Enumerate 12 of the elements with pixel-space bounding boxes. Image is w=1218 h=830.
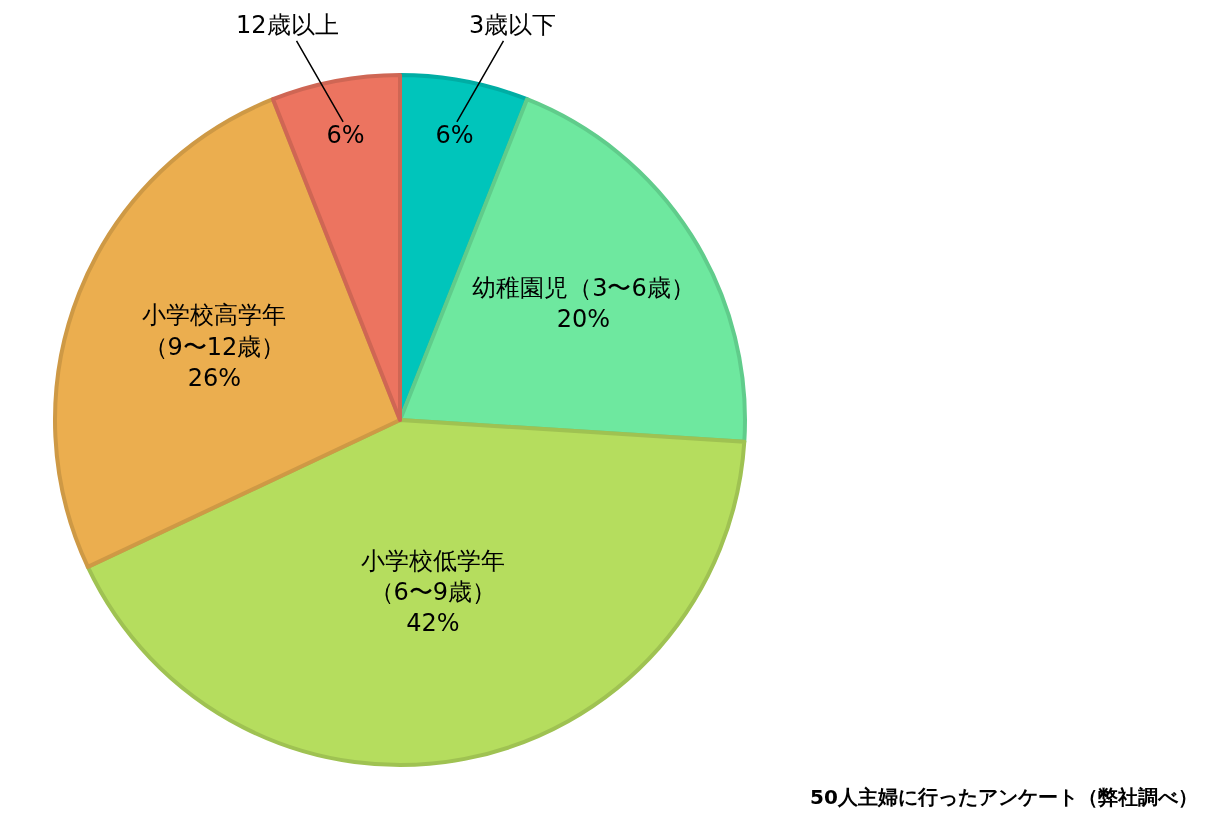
slice-label: 小学校低学年（6〜9歳） [360, 546, 505, 607]
data-label: 42% [406, 609, 460, 638]
pie-slice [85, 418, 747, 767]
data-label: 6% [326, 120, 365, 149]
slice-label: 12歳以上 [236, 11, 339, 39]
slice-label: 小学校高学年（9〜12歳） [142, 301, 287, 361]
text: 50人主婦に行ったアンケート（弊社調べ） [810, 785, 1198, 809]
data-label: 20% [556, 305, 611, 334]
slice-label: 3歳以下 [469, 11, 557, 39]
data-label: 26% [187, 363, 242, 392]
data-label: 6% [435, 120, 474, 149]
slice-label: 幼稚園児（3〜6歳） [472, 273, 695, 302]
